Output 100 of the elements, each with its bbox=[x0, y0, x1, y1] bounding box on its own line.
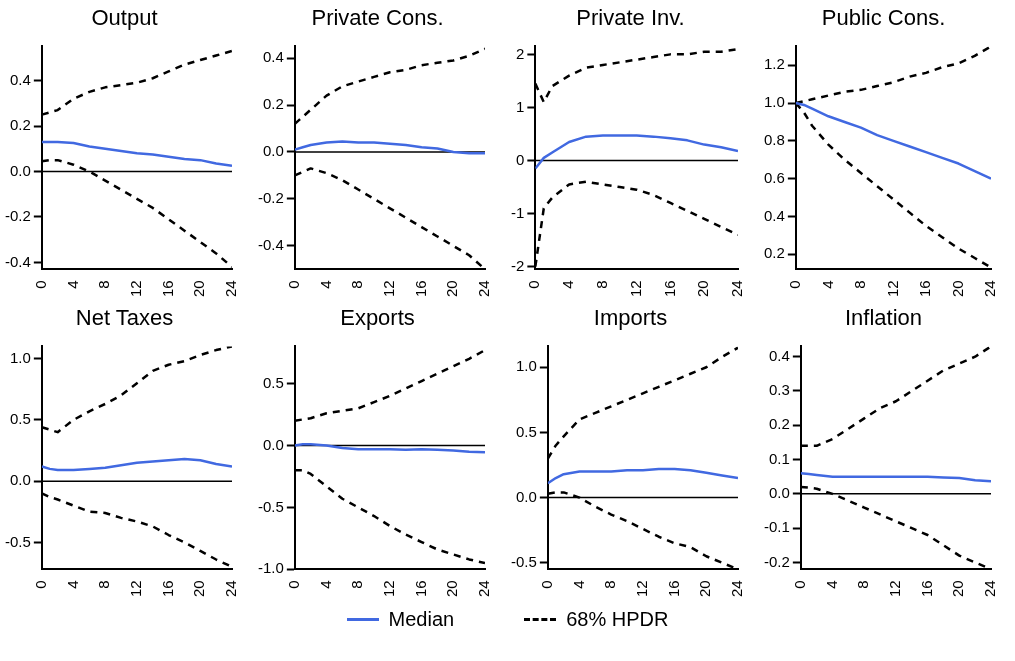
x-tick-label: 20 bbox=[190, 280, 208, 297]
x-tick-label: 8 bbox=[593, 280, 611, 289]
x-tick-label: 16 bbox=[660, 280, 678, 297]
x-tick-label: 4 bbox=[569, 580, 587, 589]
x-tick-label: 16 bbox=[158, 580, 176, 597]
y-tick-label: 0.0 bbox=[515, 487, 537, 505]
x-tick-label: 16 bbox=[916, 280, 934, 297]
y-tick-label: 0.2 bbox=[262, 95, 284, 113]
y-tick-label: 0.5 bbox=[9, 410, 31, 428]
x-tick-label: 0 bbox=[31, 280, 49, 289]
x-tick-label: 16 bbox=[411, 580, 429, 597]
y-tick-label: -1.0 bbox=[257, 559, 284, 577]
x-tick-label: 16 bbox=[411, 280, 429, 297]
y-tick-label: -2 bbox=[510, 256, 525, 274]
x-tick-label: 12 bbox=[380, 580, 398, 597]
x-tick-label: 4 bbox=[818, 280, 836, 289]
x-tick-label: 24 bbox=[222, 580, 240, 597]
x-tick-label: 24 bbox=[475, 280, 493, 297]
x-tick-label: 20 bbox=[443, 580, 461, 597]
chart-title: Private Inv. bbox=[576, 5, 685, 31]
y-tick-label: 1 bbox=[515, 97, 525, 115]
x-tick-label: 24 bbox=[728, 280, 746, 297]
x-tick-label: 8 bbox=[95, 580, 113, 589]
x-tick-label: 0 bbox=[790, 580, 808, 589]
chart-title: Output bbox=[91, 5, 158, 31]
x-tick-label: 4 bbox=[316, 280, 334, 289]
x-tick-label: 12 bbox=[886, 580, 904, 597]
y-tick-label: 0.8 bbox=[763, 131, 785, 148]
chart-title: Imports bbox=[593, 305, 668, 331]
y-tick-label: -0.4 bbox=[4, 252, 31, 270]
y-tick-label: 0.0 bbox=[262, 435, 284, 453]
x-tick-label: 0 bbox=[537, 580, 555, 589]
x-tick-label: 4 bbox=[316, 580, 334, 589]
y-tick-label: 0.4 bbox=[262, 48, 284, 66]
x-tick-label: 8 bbox=[348, 580, 366, 589]
y-tick-label: 1.2 bbox=[763, 55, 785, 73]
x-tick-label: 12 bbox=[633, 580, 651, 597]
x-tick-label: 20 bbox=[694, 280, 712, 297]
x-tick-label: 20 bbox=[949, 580, 967, 597]
y-tick-label: -0.2 bbox=[4, 207, 31, 225]
y-tick-label: 0.0 bbox=[9, 161, 31, 179]
y-tick-label: 0.3 bbox=[768, 381, 790, 399]
y-tick-label: 0.5 bbox=[262, 373, 284, 391]
y-tick-label: 0.4 bbox=[9, 70, 31, 88]
x-tick-label: 0 bbox=[785, 280, 803, 289]
chart-title: Net Taxes bbox=[75, 305, 174, 331]
x-tick-label: 8 bbox=[854, 580, 872, 589]
x-tick-label: 24 bbox=[728, 580, 746, 597]
y-tick-label: 0.5 bbox=[515, 422, 537, 440]
y-tick-label: 0.4 bbox=[768, 346, 790, 364]
x-tick-label: 8 bbox=[601, 580, 619, 589]
x-tick-label: 0 bbox=[525, 280, 543, 289]
legend-label: 68% HPDR bbox=[566, 608, 669, 631]
y-tick-label: 0.4 bbox=[763, 206, 785, 224]
y-tick-label: -0.5 bbox=[257, 497, 284, 515]
x-tick-label: 12 bbox=[127, 580, 145, 597]
chart-title: Inflation bbox=[844, 305, 923, 331]
y-tick-label: 0.0 bbox=[9, 471, 31, 489]
x-tick-label: 20 bbox=[190, 580, 208, 597]
x-tick-label: 12 bbox=[883, 280, 901, 297]
y-tick-label: 0.2 bbox=[763, 244, 785, 262]
y-tick-label: 0.2 bbox=[768, 415, 790, 433]
y-tick-label: -0.5 bbox=[510, 552, 537, 570]
y-tick-label: 0.1 bbox=[768, 449, 790, 467]
y-tick-label: -0.1 bbox=[763, 518, 790, 536]
legend-label: Median bbox=[388, 608, 455, 631]
x-tick-label: 8 bbox=[348, 280, 366, 289]
x-tick-label: 24 bbox=[222, 280, 240, 297]
x-tick-label: 12 bbox=[127, 280, 145, 297]
x-tick-label: 0 bbox=[284, 280, 302, 289]
x-tick-label: 12 bbox=[380, 280, 398, 297]
y-tick-label: 1.0 bbox=[9, 348, 31, 366]
y-tick-label: -0.2 bbox=[763, 552, 790, 570]
y-tick-label: 1.0 bbox=[763, 93, 785, 111]
x-tick-label: 4 bbox=[559, 280, 577, 289]
x-tick-label: 24 bbox=[981, 580, 999, 597]
chart-title: Public Cons. bbox=[821, 5, 946, 31]
chart-title: Private Cons. bbox=[311, 5, 444, 31]
y-tick-label: -0.4 bbox=[257, 235, 284, 253]
x-tick-label: 24 bbox=[475, 580, 493, 597]
x-tick-label: 4 bbox=[63, 580, 81, 589]
x-tick-label: 12 bbox=[626, 280, 644, 297]
y-tick-label: 2 bbox=[515, 44, 525, 62]
y-tick-label: 0.2 bbox=[9, 116, 31, 134]
x-tick-label: 24 bbox=[981, 280, 999, 297]
x-tick-label: 0 bbox=[284, 580, 302, 589]
x-tick-label: 16 bbox=[917, 580, 935, 597]
y-tick-label: 0.6 bbox=[763, 168, 785, 186]
x-tick-label: 20 bbox=[696, 580, 714, 597]
x-tick-label: 16 bbox=[158, 280, 176, 297]
chart-title: Exports bbox=[340, 305, 415, 331]
x-tick-label: 0 bbox=[31, 580, 49, 589]
y-tick-label: -1 bbox=[510, 203, 525, 221]
y-tick-label: 0.0 bbox=[262, 142, 284, 160]
y-tick-label: 0.0 bbox=[768, 484, 790, 502]
y-tick-label: -0.2 bbox=[257, 189, 284, 207]
x-tick-label: 4 bbox=[63, 280, 81, 289]
x-tick-label: 8 bbox=[95, 280, 113, 289]
y-tick-label: 0 bbox=[515, 150, 525, 168]
x-tick-label: 8 bbox=[851, 280, 869, 289]
